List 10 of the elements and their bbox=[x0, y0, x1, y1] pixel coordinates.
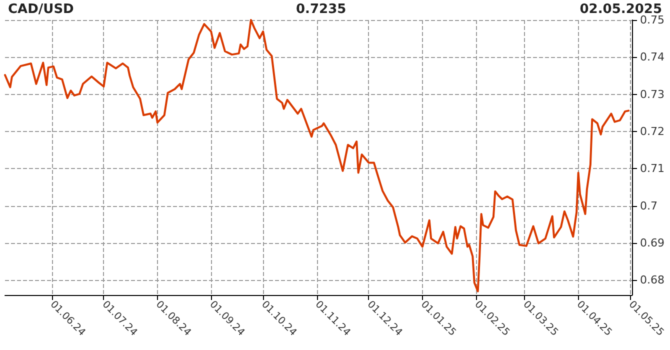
y-tick-label: 0.72 bbox=[640, 124, 664, 138]
y-tick-label: 0.69 bbox=[640, 236, 664, 250]
y-tick-label: 0.71 bbox=[640, 162, 664, 176]
chart-title: CAD/USD bbox=[8, 2, 74, 17]
chart-subtitle: 0.7235 bbox=[296, 2, 346, 17]
line-series bbox=[4, 19, 630, 292]
y-tick-label: 0.68 bbox=[640, 274, 664, 287]
y-tick-label: 0.73 bbox=[640, 88, 664, 101]
y-tick-label: 0.74 bbox=[640, 50, 664, 64]
y-tick-label: 0.7 bbox=[640, 199, 658, 212]
